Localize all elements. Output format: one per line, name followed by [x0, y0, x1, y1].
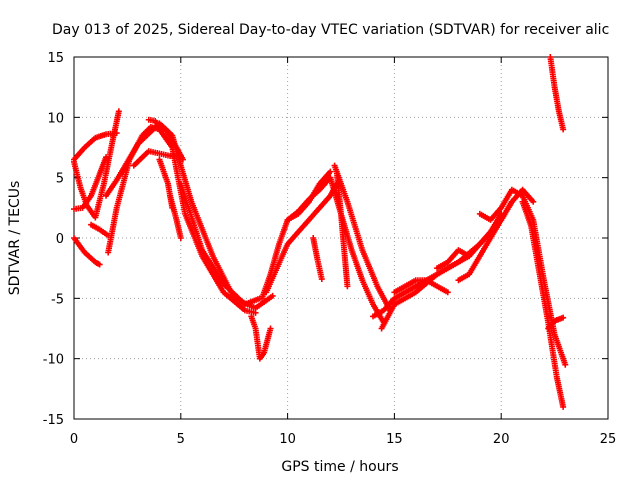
series-sat-ab — [545, 314, 567, 332]
data-marker — [344, 283, 351, 290]
data-marker — [562, 361, 569, 368]
x-tick-labels: 0 5 10 15 20 25 — [70, 432, 616, 447]
x-tick-label: 0 — [70, 432, 78, 447]
data-marker — [177, 235, 184, 241]
data-marker — [560, 314, 567, 321]
y-tick-label: 15 — [47, 51, 64, 66]
y-axis-label: SDTVAR / TECUs — [7, 181, 23, 296]
grid-lines — [74, 57, 608, 419]
data-marker — [169, 204, 176, 211]
series-sat-x — [455, 186, 537, 284]
x-tick-label: 25 — [600, 432, 617, 447]
x-axis-label: GPS time / hours — [281, 459, 398, 475]
series-sat-h — [130, 148, 184, 169]
data-marker — [318, 276, 325, 283]
data-marker — [327, 168, 334, 175]
series-sat-z — [476, 186, 569, 368]
series-sat-g — [103, 120, 276, 311]
series-sat-w — [434, 210, 505, 272]
y-tick-label: -5 — [51, 292, 64, 307]
data-marker — [444, 289, 451, 296]
series-sat-d — [71, 235, 103, 268]
y-tick-label: -15 — [43, 413, 64, 428]
x-tick-label: 10 — [279, 432, 296, 447]
data-marker — [269, 292, 276, 299]
series-sat-aa — [519, 198, 567, 410]
series-sat-o — [263, 180, 340, 296]
y-tick-label: 5 — [56, 172, 64, 187]
data-marker — [560, 126, 567, 133]
x-tick-label: 20 — [493, 432, 510, 447]
data-marker — [96, 261, 103, 268]
y-tick-label: -10 — [43, 353, 64, 368]
y-tick-labels: -15 -10 -5 0 5 10 15 — [43, 51, 64, 428]
y-tick-label: 10 — [47, 111, 64, 126]
series-sat-s — [333, 168, 351, 290]
series-sat-b — [71, 154, 110, 213]
data-marker — [560, 403, 567, 410]
series-sat-m — [248, 313, 274, 362]
data-marker — [530, 198, 537, 205]
series-sat-i — [145, 116, 186, 163]
series-sat-e — [88, 221, 112, 239]
x-tick-label: 15 — [386, 432, 403, 447]
chart-title: Day 013 of 2025, Sidereal Day-to-day VTE… — [52, 22, 609, 38]
series-sat-q — [327, 174, 387, 326]
data-markers — [71, 54, 569, 410]
series-sat-t — [310, 235, 325, 283]
series-sat-c — [71, 130, 120, 163]
data-marker — [115, 108, 122, 115]
series-sat-k — [156, 156, 176, 211]
data-marker — [113, 130, 120, 137]
series-sat-a — [71, 108, 122, 221]
series-sat-ac — [547, 54, 567, 133]
data-marker — [267, 325, 274, 332]
series-sat-y — [391, 277, 451, 296]
y-tick-label: 0 — [56, 232, 64, 247]
data-marker — [103, 154, 110, 161]
x-tick-label: 5 — [177, 432, 185, 447]
series-sat-l — [177, 180, 263, 308]
data-marker — [179, 156, 186, 163]
